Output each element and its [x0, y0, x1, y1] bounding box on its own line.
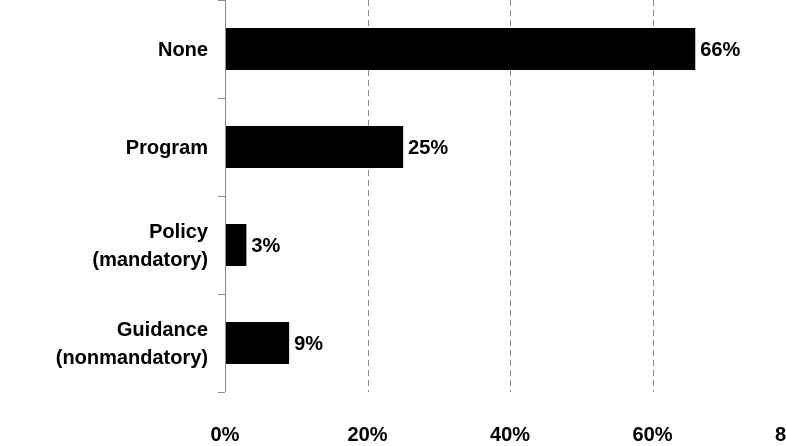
category-label: Guidance — [117, 319, 208, 341]
category-label: None — [158, 39, 208, 61]
bar — [226, 322, 290, 364]
category-label: (nonmandatory) — [56, 347, 208, 369]
bar — [226, 224, 247, 266]
category-label: Policy — [149, 221, 209, 243]
data-label: 3% — [251, 235, 280, 257]
category-label: Program — [126, 137, 208, 159]
data-label: 25% — [408, 137, 448, 159]
x-tick-label: 40% — [490, 424, 530, 446]
x-tick-label: 0% — [211, 424, 240, 446]
x-tick-label: 20% — [347, 424, 387, 446]
bar — [226, 28, 696, 70]
x-tick-label: 80% — [775, 424, 786, 446]
data-label: 9% — [294, 333, 323, 355]
data-label: 66% — [700, 39, 740, 61]
category-label: (mandatory) — [92, 249, 208, 271]
bar — [226, 126, 404, 168]
x-tick-label: 60% — [632, 424, 672, 446]
